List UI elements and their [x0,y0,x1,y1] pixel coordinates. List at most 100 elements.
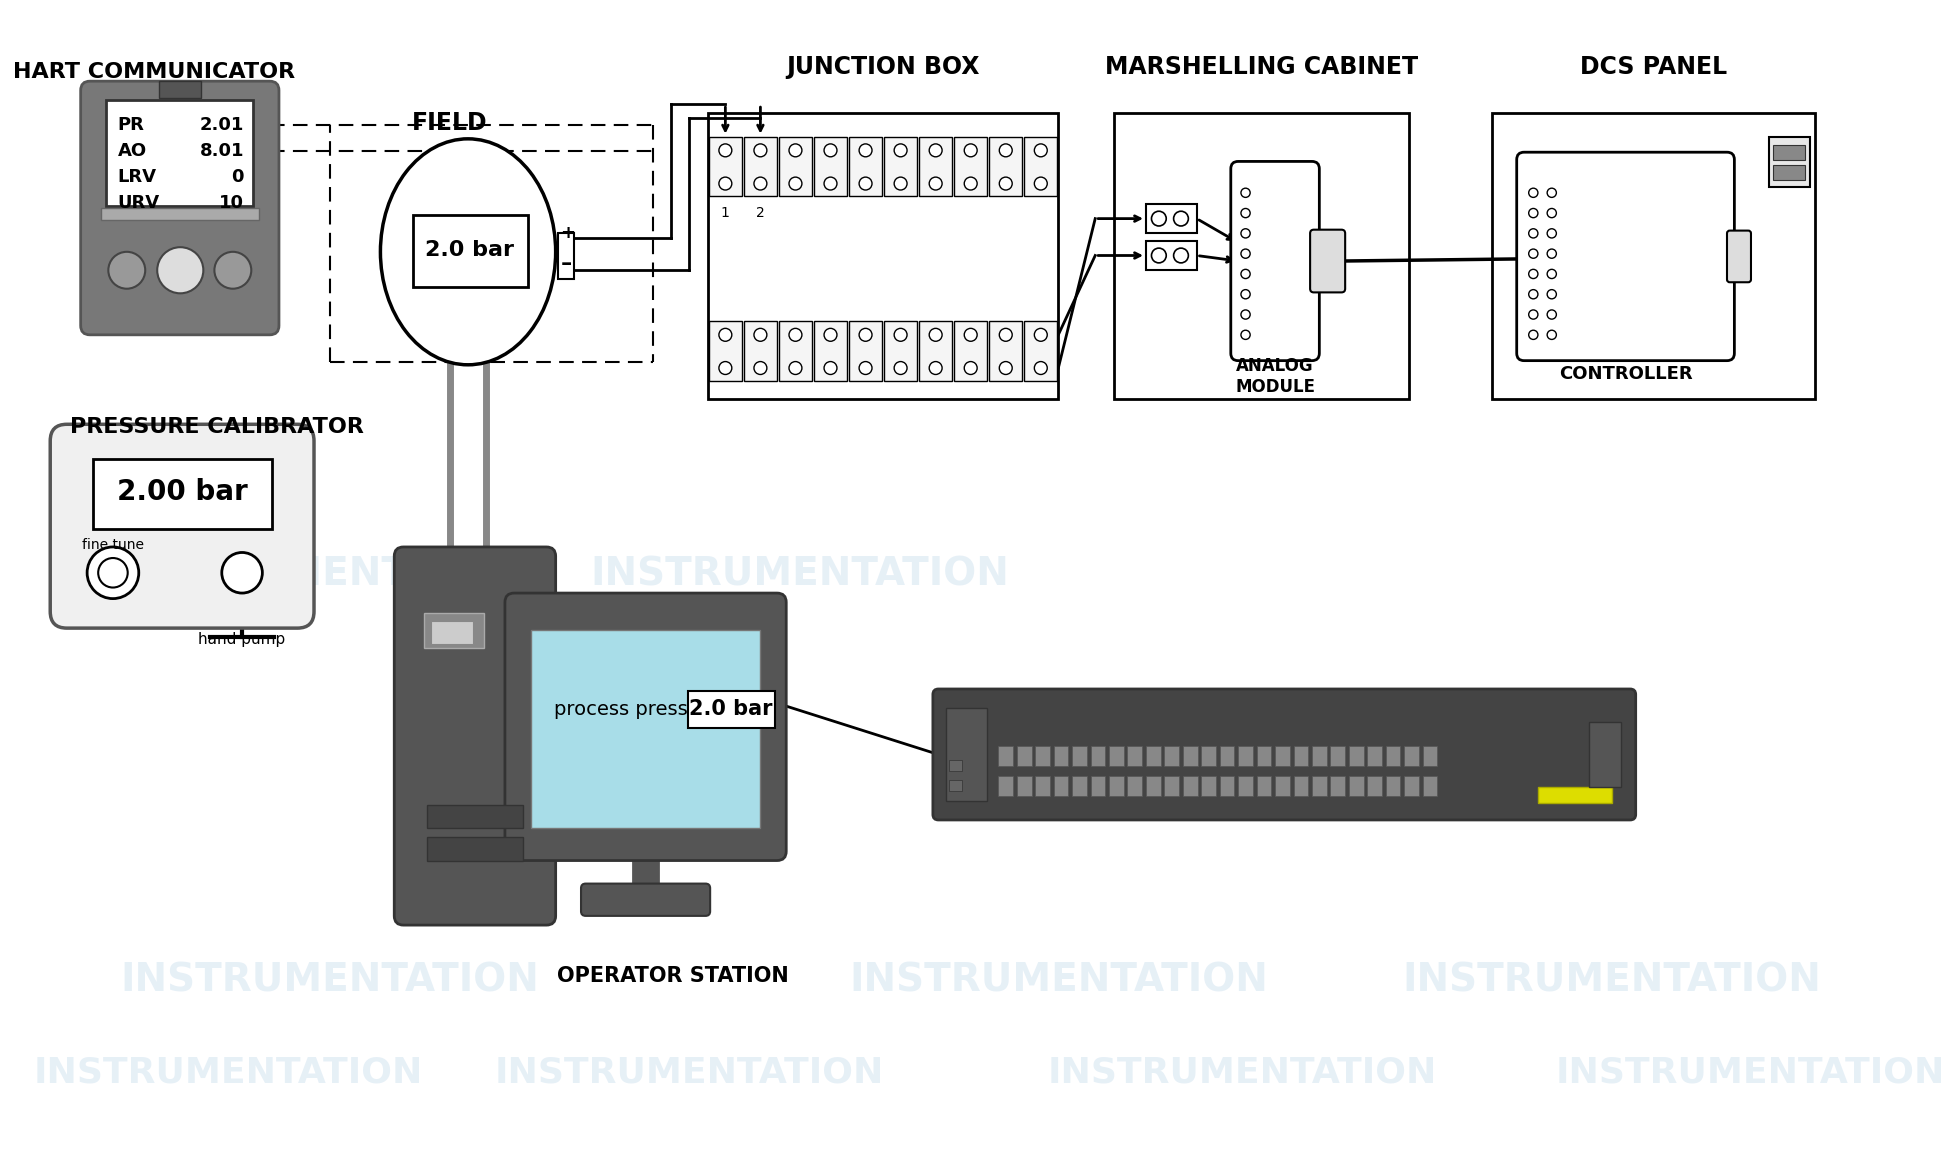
Circle shape [1034,177,1046,190]
Bar [102,208,258,220]
Circle shape [929,362,942,375]
Bar [1163,746,1179,766]
Text: 2.00 bar: 2.00 bar [117,477,248,505]
Circle shape [823,177,837,190]
Circle shape [1239,331,1249,340]
Bar [1146,775,1159,796]
Circle shape [858,177,872,190]
Circle shape [1546,208,1556,218]
Bar [948,780,962,792]
Bar [426,837,524,860]
Text: INSTRUMENTATION: INSTRUMENTATION [495,1056,884,1090]
Bar [1163,775,1179,796]
Circle shape [858,328,872,341]
Text: INSTRUMENTATION: INSTRUMENTATION [119,555,540,594]
Text: INSTRUMENTATION: INSTRUMENTATION [590,555,1009,594]
Circle shape [753,144,766,157]
Text: INSTRUMENTATION: INSTRUMENTATION [848,961,1267,1000]
Bar [778,321,811,381]
Circle shape [929,144,942,157]
FancyBboxPatch shape [1515,152,1734,361]
Bar [1024,136,1058,197]
Circle shape [221,553,262,594]
Bar [1312,775,1325,796]
Bar [1349,746,1363,766]
Bar [413,215,528,286]
Text: 2.01: 2.01 [199,116,244,135]
Bar [1767,136,1808,187]
Bar [1034,746,1050,766]
Text: 2.0 bar: 2.0 bar [688,700,772,719]
Bar [708,113,1058,399]
Circle shape [999,144,1011,157]
Circle shape [1546,310,1556,319]
Bar [778,136,811,197]
Circle shape [1239,208,1249,218]
Circle shape [1239,290,1249,299]
Bar [1183,775,1196,796]
Circle shape [98,558,127,588]
Circle shape [823,144,837,157]
Circle shape [1173,211,1189,226]
Circle shape [788,177,802,190]
Circle shape [1239,229,1249,237]
Bar [1421,746,1437,766]
Bar [1421,775,1437,796]
Bar [106,100,252,206]
Text: DCS PANEL: DCS PANEL [1580,56,1726,79]
Bar [426,805,524,829]
Bar [1017,775,1030,796]
Bar [1773,144,1804,159]
FancyBboxPatch shape [1310,229,1345,292]
Bar [557,233,575,279]
Bar [1329,746,1345,766]
Bar [948,760,962,771]
Bar [1404,775,1417,796]
Circle shape [1546,269,1556,278]
FancyBboxPatch shape [1230,162,1320,361]
Circle shape [719,177,731,190]
Circle shape [753,362,766,375]
Bar [1126,775,1142,796]
Bar [1255,746,1271,766]
Text: 1: 1 [721,206,729,220]
Bar [1054,746,1067,766]
Text: INSTRUMENTATION: INSTRUMENTATION [1554,1056,1943,1090]
Circle shape [999,328,1011,341]
Bar [1112,113,1408,399]
Circle shape [893,144,907,157]
Bar [1255,775,1271,796]
FancyBboxPatch shape [80,81,280,335]
Circle shape [1034,362,1046,375]
Text: +: + [559,223,575,242]
Circle shape [719,144,731,157]
Circle shape [1546,290,1556,299]
Text: OPERATOR STATION: OPERATOR STATION [557,966,788,986]
Circle shape [1239,269,1249,278]
Bar [1108,746,1124,766]
FancyBboxPatch shape [1726,230,1750,282]
Circle shape [215,251,250,289]
Bar [430,620,473,644]
Circle shape [964,144,978,157]
Bar [919,136,952,197]
Bar [1220,746,1234,766]
Bar [92,460,272,528]
Text: process pressure: process pressure [553,700,719,719]
Circle shape [1034,328,1046,341]
Bar [1587,722,1621,787]
Bar [1200,775,1216,796]
Bar [1146,746,1159,766]
Bar [1183,746,1196,766]
Text: 2.0 bar: 2.0 bar [424,240,514,260]
Circle shape [999,177,1011,190]
Circle shape [893,362,907,375]
Circle shape [964,177,978,190]
Bar [954,136,987,197]
Circle shape [1529,269,1537,278]
Bar [1384,775,1400,796]
Bar [1349,775,1363,796]
Circle shape [108,251,145,289]
Bar [946,709,987,801]
Bar [1292,775,1308,796]
